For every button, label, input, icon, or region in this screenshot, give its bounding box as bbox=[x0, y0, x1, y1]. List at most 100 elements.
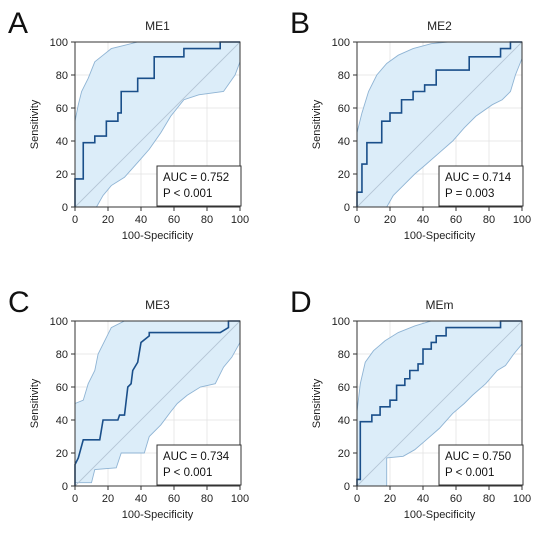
y-tick-label: 40 bbox=[338, 415, 350, 427]
chart-title: ME3 bbox=[145, 298, 170, 312]
plot-frame bbox=[74, 41, 241, 208]
x-tick-label: 80 bbox=[483, 493, 495, 505]
x-axis-label: 100-Specificity bbox=[404, 230, 476, 242]
stats-box bbox=[438, 444, 524, 486]
ci-lower-line bbox=[75, 61, 241, 208]
roc-curve bbox=[356, 41, 522, 207]
ci-upper-line bbox=[356, 320, 522, 486]
ci-lower-line bbox=[357, 58, 523, 208]
x-tick-label: 60 bbox=[168, 493, 180, 505]
plot-frame bbox=[356, 320, 523, 487]
x-tick-label: 60 bbox=[450, 214, 462, 226]
y-tick-label: 20 bbox=[338, 169, 350, 181]
x-tick-label: 40 bbox=[417, 493, 429, 505]
x-tick-label: 80 bbox=[483, 214, 495, 226]
p-value-text: P < 0.001 bbox=[163, 188, 212, 200]
y-tick-label: 40 bbox=[56, 136, 68, 148]
panel-letter: B bbox=[290, 7, 310, 40]
x-tick-label: 40 bbox=[135, 214, 147, 226]
x-tick-label: 100 bbox=[513, 493, 531, 505]
y-tick-label: 60 bbox=[56, 382, 68, 394]
y-tick-label: 0 bbox=[62, 202, 68, 214]
ci-upper-line bbox=[356, 41, 522, 207]
chart-panel-b: B ME2 0 20 40 60 80 100 0 20 40 60 80 100 100-Specific… bbox=[290, 7, 531, 242]
x-tick-label: 0 bbox=[72, 214, 78, 226]
stats-box bbox=[156, 444, 242, 486]
chart-title: MEm bbox=[426, 298, 454, 312]
p-value-text: P < 0.001 bbox=[163, 467, 212, 479]
chart-panel-c: C ME3 0 20 40 60 80 100 0 20 40 60 80 100 100-Specific… bbox=[8, 286, 249, 521]
roc-curve bbox=[74, 320, 240, 486]
x-tick-label: 0 bbox=[354, 493, 360, 505]
x-tick-label: 0 bbox=[72, 493, 78, 505]
y-tick-label: 80 bbox=[56, 70, 68, 82]
y-tick-label: 100 bbox=[50, 37, 68, 49]
panel-letter: D bbox=[290, 286, 312, 319]
y-tick-label: 80 bbox=[56, 349, 68, 361]
x-tick-label: 60 bbox=[450, 493, 462, 505]
x-tick-label: 20 bbox=[384, 493, 396, 505]
y-tick-label: 0 bbox=[344, 202, 350, 214]
ci-lower-line bbox=[357, 343, 523, 487]
x-tick-label: 80 bbox=[201, 493, 213, 505]
x-tick-label: 40 bbox=[135, 493, 147, 505]
y-tick-label: 40 bbox=[338, 136, 350, 148]
panel-letter: C bbox=[8, 286, 30, 319]
x-tick-label: 80 bbox=[201, 214, 213, 226]
ci-lower-line bbox=[74, 342, 241, 486]
p-value-text: P = 0.003 bbox=[445, 188, 494, 200]
y-tick-label: 80 bbox=[338, 349, 350, 361]
chart-panel-a: A ME1 0 20 40 60 80 100 0 20 40 60 80 100 100-Specific… bbox=[8, 7, 249, 242]
plot-frame bbox=[356, 41, 523, 208]
y-tick-label: 0 bbox=[344, 481, 350, 493]
x-tick-label: 0 bbox=[354, 214, 360, 226]
stats-box bbox=[438, 165, 524, 207]
reference-diagonal bbox=[74, 41, 241, 208]
y-tick-label: 100 bbox=[332, 316, 350, 328]
chart-title: ME1 bbox=[145, 19, 170, 33]
y-tick-label: 60 bbox=[338, 103, 350, 115]
auc-text: AUC = 0.734 bbox=[163, 451, 230, 463]
ci-upper-line bbox=[74, 320, 240, 486]
x-tick-label: 40 bbox=[417, 214, 429, 226]
reference-diagonal bbox=[356, 41, 523, 208]
reference-diagonal bbox=[356, 320, 523, 487]
panel-letter: A bbox=[8, 7, 28, 40]
y-tick-label: 100 bbox=[332, 37, 350, 49]
y-tick-label: 20 bbox=[56, 169, 68, 181]
y-tick-label: 0 bbox=[62, 481, 68, 493]
auc-text: AUC = 0.752 bbox=[163, 172, 229, 184]
plot-frame bbox=[74, 320, 241, 487]
x-tick-label: 20 bbox=[102, 214, 114, 226]
roc-curve bbox=[74, 41, 240, 207]
stats-box bbox=[156, 165, 242, 207]
y-tick-label: 100 bbox=[50, 316, 68, 328]
x-axis-label: 100-Specificity bbox=[404, 509, 476, 521]
y-axis-label: Sensitivity bbox=[311, 378, 323, 428]
y-tick-label: 20 bbox=[338, 448, 350, 460]
p-value-text: P < 0.001 bbox=[445, 467, 494, 479]
y-axis-label: Sensitivity bbox=[29, 99, 41, 149]
chart-panel-d: D MEm 0 20 40 60 80 100 0 20 40 60 80 100 100-Specific… bbox=[290, 286, 531, 521]
y-tick-label: 20 bbox=[56, 448, 68, 460]
auc-text: AUC = 0.750 bbox=[445, 451, 511, 463]
y-tick-label: 80 bbox=[338, 70, 350, 82]
auc-text: AUC = 0.714 bbox=[445, 172, 512, 184]
x-tick-label: 100 bbox=[231, 493, 249, 505]
roc-curve bbox=[356, 320, 522, 486]
y-axis-label: Sensitivity bbox=[311, 99, 323, 149]
x-axis-label: 100-Specificity bbox=[122, 230, 194, 242]
y-tick-label: 40 bbox=[56, 415, 68, 427]
y-tick-label: 60 bbox=[338, 382, 350, 394]
y-axis-label: Sensitivity bbox=[29, 378, 41, 428]
reference-diagonal bbox=[74, 320, 241, 487]
y-tick-label: 60 bbox=[56, 103, 68, 115]
x-axis-label: 100-Specificity bbox=[122, 509, 194, 521]
x-tick-label: 20 bbox=[384, 214, 396, 226]
x-tick-label: 100 bbox=[513, 214, 531, 226]
x-tick-label: 20 bbox=[102, 493, 114, 505]
ci-upper-line bbox=[74, 41, 240, 207]
x-tick-label: 100 bbox=[231, 214, 249, 226]
x-tick-label: 60 bbox=[168, 214, 180, 226]
